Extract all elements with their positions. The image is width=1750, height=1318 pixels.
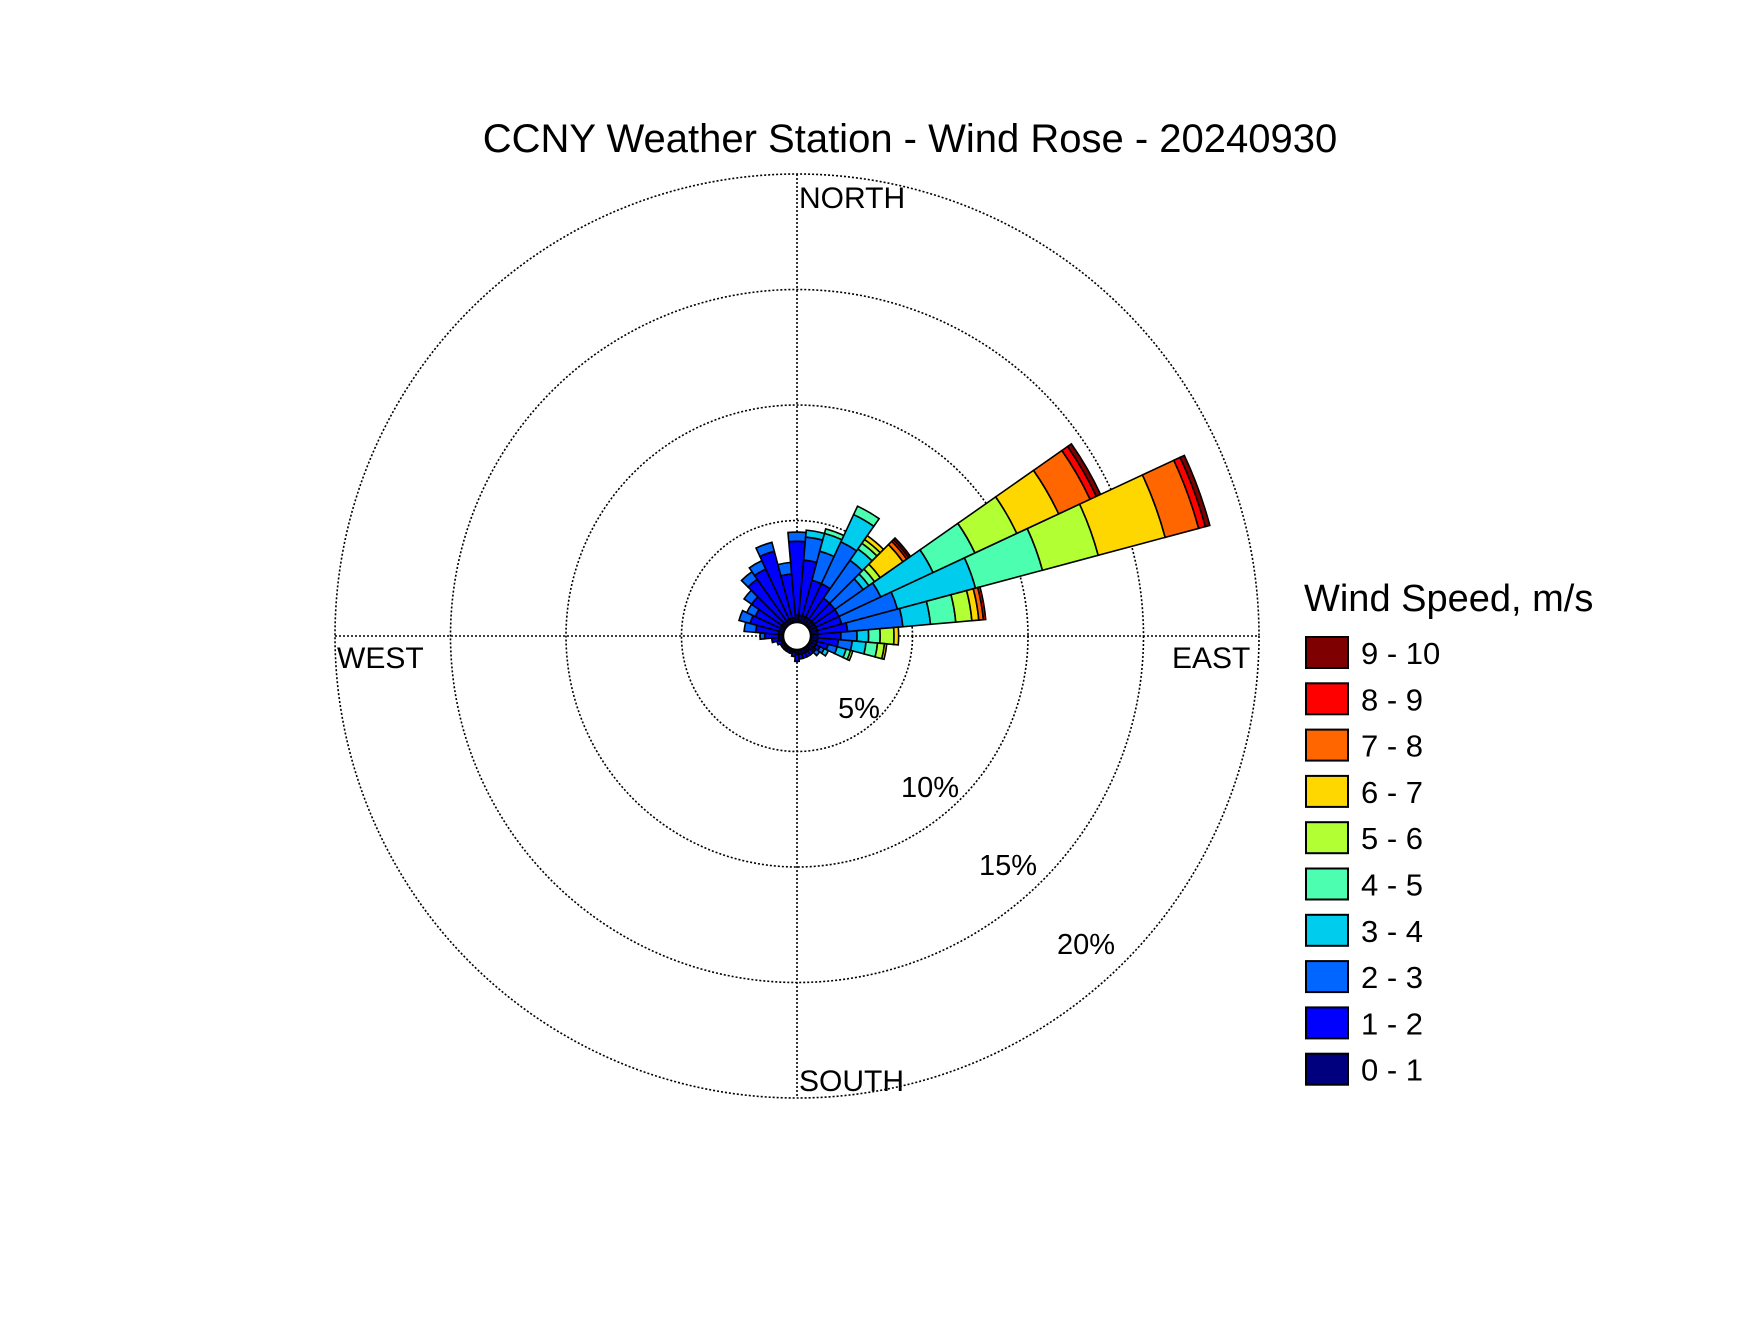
ring-label-10: 10% xyxy=(901,772,959,804)
legend-label: 8 - 9 xyxy=(1361,682,1423,717)
direction-label-west: WEST xyxy=(337,642,424,675)
legend-swatch xyxy=(1305,774,1349,808)
ring-label-5: 5% xyxy=(838,693,880,725)
legend-swatch xyxy=(1305,960,1349,994)
sector-0deg-bin-2 xyxy=(787,531,807,543)
direction-label-north: NORTH xyxy=(799,182,905,215)
sector-120deg-bin-3 xyxy=(820,647,830,657)
legend-swatch xyxy=(1305,1006,1349,1040)
legend-swatch xyxy=(1305,728,1349,762)
sector-110deg-bin-5 xyxy=(846,649,854,662)
legend-swatch xyxy=(1305,682,1349,716)
sector-90deg-bin-5 xyxy=(878,626,895,646)
legend-swatch xyxy=(1305,821,1349,855)
legend-label: 4 - 5 xyxy=(1361,868,1423,903)
legend-swatch xyxy=(1305,636,1349,669)
legend-swatch xyxy=(1305,867,1349,901)
sector-340deg-bin-2 xyxy=(754,541,776,558)
polar-grid xyxy=(334,173,1260,1099)
legend-title: Wind Speed, m/s xyxy=(1304,578,1593,620)
legend-label: 1 - 2 xyxy=(1361,1006,1423,1041)
legend-label: 6 - 7 xyxy=(1361,775,1423,810)
direction-label-south: SOUTH xyxy=(799,1065,904,1098)
grid-ring-20 xyxy=(334,173,1260,1099)
sector-130deg-bin-2 xyxy=(812,648,821,657)
sector-350deg-bin-2 xyxy=(776,561,793,577)
grid-ring-5 xyxy=(680,519,914,753)
calm-center-circle xyxy=(781,620,813,652)
ring-label-15: 15% xyxy=(979,850,1037,882)
sector-70deg-bin-9 xyxy=(1179,454,1211,528)
direction-label-east: EAST xyxy=(1172,642,1250,675)
sector-80deg-bin-8 xyxy=(976,585,987,621)
legend-items: 9 - 10 8 - 9 7 - 8 6 - 7 5 - 6 4 - 5 3 - 4 2 - … xyxy=(1305,636,1440,1088)
sector-30deg-bin-4 xyxy=(852,505,881,528)
legend-swatch xyxy=(1305,1052,1349,1086)
sector-90deg-bin-4 xyxy=(867,627,881,645)
legend: Wind Speed, m/s 9 - 10 8 - 9 7 - 8 6 - 7 5 -… xyxy=(1304,578,1593,1088)
grid-ring-10 xyxy=(565,404,1029,868)
legend-label: 3 - 4 xyxy=(1361,914,1423,949)
ring-label-20: 20% xyxy=(1057,929,1115,961)
chart-title: CCNY Weather Station - Wind Rose - 20240… xyxy=(483,117,1338,161)
legend-label: 7 - 8 xyxy=(1361,729,1423,764)
sector-100deg-bin-6 xyxy=(880,642,888,661)
legend-label: 5 - 6 xyxy=(1361,821,1423,856)
grid-ring-15 xyxy=(449,288,1145,984)
sector-90deg-bin-6 xyxy=(892,626,900,646)
legend-label: 0 - 1 xyxy=(1361,1053,1423,1088)
legend-label: 2 - 3 xyxy=(1361,960,1423,995)
wind-sectors xyxy=(738,442,1211,663)
sector-90deg-bin-3 xyxy=(855,628,870,644)
sector-290deg-bin-2 xyxy=(738,609,755,625)
legend-swatch xyxy=(1305,913,1349,947)
legend-label: 9 - 10 xyxy=(1361,636,1440,671)
